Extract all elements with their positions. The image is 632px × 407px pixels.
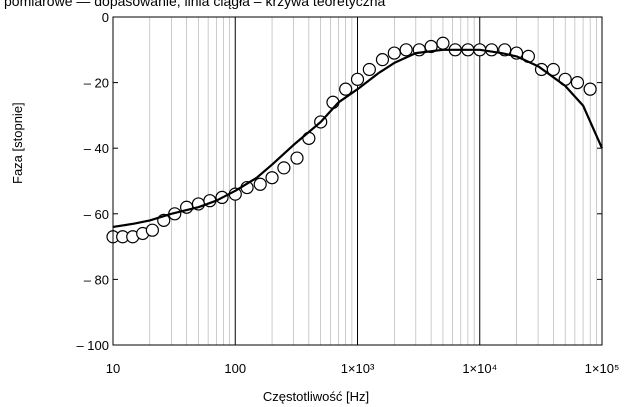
y-tick-label: – 60 [84, 207, 109, 222]
y-tick-label: 0 [102, 10, 109, 25]
data-point [484, 43, 499, 57]
y-tick-label: – 40 [84, 141, 109, 156]
y-tick-label: – 80 [84, 272, 109, 287]
x-tick-label: 100 [224, 361, 246, 376]
data-point [265, 171, 279, 185]
plot-frame [112, 16, 603, 346]
data-series [106, 36, 604, 244]
x-tick-label: 10 [106, 361, 120, 376]
data-point [290, 151, 304, 165]
x-axis-label: Częstotliwość [Hz] [262, 389, 370, 404]
data-point [583, 82, 597, 96]
x-tick-label: 1×10⁴ [462, 361, 497, 376]
y-tick-label: – 20 [84, 76, 109, 91]
chart-caption: pomiarowe — dopasowanie, linia ciągła – … [4, 0, 386, 9]
data-point [436, 36, 450, 50]
data-point [375, 53, 390, 67]
x-tick-label: 1×10³ [341, 361, 375, 376]
data-point [387, 46, 401, 60]
y-tick-label: – 100 [76, 338, 109, 353]
data-point [546, 62, 560, 77]
data-point [350, 72, 365, 86]
data-point [253, 177, 267, 191]
data-point [399, 43, 413, 57]
data-point [424, 39, 438, 54]
data-point [362, 62, 376, 77]
data-point [277, 161, 291, 175]
data-point [570, 75, 585, 90]
data-point [339, 82, 353, 96]
theory-curve [112, 48, 604, 228]
grid-lines [112, 17, 597, 345]
tick-labels: 0 – 20 – 40 – 60 – 80 – 100 10 100 1×10³ 1×10⁴ 1×1… [76, 10, 619, 376]
x-tick-label: 1×10⁵ [585, 361, 620, 376]
data-point [145, 223, 159, 237]
